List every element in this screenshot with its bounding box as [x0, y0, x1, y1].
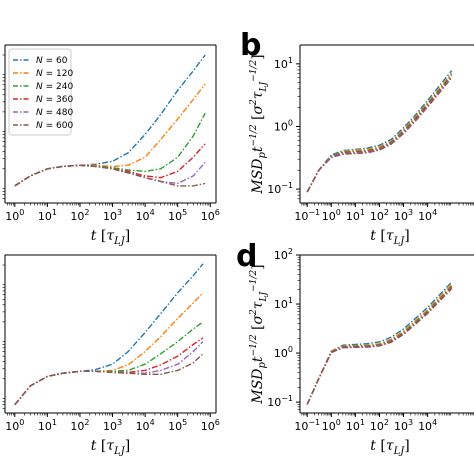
y-axis-title: MSDpt−1/2 [σ2τLJ−1/2]	[249, 264, 269, 404]
x-tick-label: 104	[136, 418, 155, 433]
series-line-n600	[306, 77, 453, 193]
plot-area	[300, 255, 474, 413]
x-tick-label: 105	[168, 208, 187, 223]
x-tick-label: 102	[70, 208, 89, 223]
legend-frame	[8, 48, 72, 136]
x-tick-label: 104	[418, 208, 437, 223]
x-tick-label: 104	[136, 208, 155, 223]
x-axis-title: t [τLJ]	[91, 228, 130, 247]
series-line-n60	[306, 70, 453, 193]
x-tick-label: 10−1	[294, 418, 320, 433]
legend-label: N = 240	[36, 82, 73, 92]
x-tick-label: 103	[103, 208, 122, 223]
x-tick-label: 101	[346, 418, 365, 433]
x-tick-label: 100	[322, 208, 341, 223]
x-tick-label: 102	[370, 208, 389, 223]
x-tick-label: 104	[418, 418, 437, 433]
y-tick-label: 101	[274, 296, 293, 311]
x-axis-title: t [τLJ]	[370, 438, 409, 457]
x-tick-label: 10−1	[294, 208, 320, 223]
legend-label: N = 360	[36, 95, 73, 105]
series-line-n600	[14, 164, 206, 187]
x-axis-title: t [τLJ]	[91, 438, 130, 457]
series-line-n600	[306, 288, 453, 405]
y-tick-label: 10−1	[267, 181, 293, 196]
series-line-n480	[306, 76, 453, 193]
x-tick-label: 103	[394, 418, 413, 433]
x-tick-label: 100	[5, 418, 24, 433]
plot-area	[5, 255, 216, 413]
legend-label: N = 60	[36, 56, 68, 66]
panel-letter-b: b	[240, 28, 261, 63]
y-tick-label: 100	[274, 345, 293, 360]
x-tick-label: 101	[38, 418, 57, 433]
x-tick-label: 102	[70, 418, 89, 433]
y-tick-label: 100	[274, 118, 293, 133]
series-line-n600	[14, 353, 204, 406]
panel-bottom-left: 100 101 102 103 104 105 106 t [τLJ]	[2, 254, 220, 457]
legend: N = 60 N = 120 N = 240 N = 360 N = 480 N = 60…	[8, 48, 73, 136]
y-axis-title: MSDpt−1/2 [σ2τLJ−1/2]	[249, 54, 269, 194]
x-tick-label: 103	[103, 418, 122, 433]
x-tick-label: 102	[370, 418, 389, 433]
legend-label: N = 120	[36, 69, 73, 79]
x-tick-label: 106	[201, 418, 220, 433]
x-tick-label: 101	[38, 208, 57, 223]
legend-label: N = 480	[36, 108, 73, 118]
x-tick-label: 101	[346, 208, 365, 223]
y-tick-label: 102	[274, 247, 293, 262]
x-tick-label: 100	[5, 208, 24, 223]
y-tick-label: 101	[274, 56, 293, 71]
panel-letter-d: d	[236, 239, 257, 274]
x-tick-label: 106	[201, 208, 220, 223]
legend-label: N = 600	[36, 121, 73, 131]
plot-area	[300, 45, 474, 203]
x-tick-label: 103	[394, 208, 413, 223]
x-tick-label: 105	[168, 418, 187, 433]
y-tick-label: 10−1	[267, 394, 293, 409]
x-axis-title: t [τLJ]	[370, 228, 409, 247]
x-tick-label: 100	[322, 418, 341, 433]
